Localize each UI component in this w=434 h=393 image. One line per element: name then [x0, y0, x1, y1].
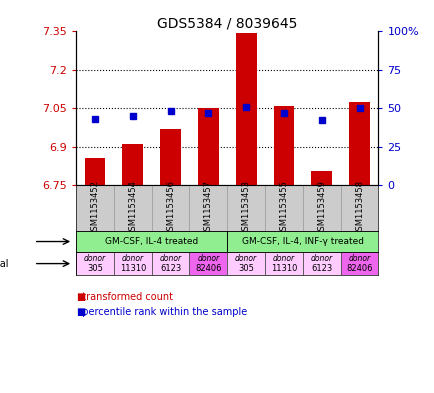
Text: GM-CSF, IL-4, INF-γ treated: GM-CSF, IL-4, INF-γ treated — [241, 237, 363, 246]
Bar — [311, 171, 332, 185]
Text: GSM1153459: GSM1153459 — [316, 180, 326, 236]
Text: protocol: protocol — [0, 237, 1, 246]
Text: 6123: 6123 — [310, 264, 332, 273]
Text: individual: individual — [0, 259, 9, 268]
Text: 82406: 82406 — [345, 264, 372, 273]
Bar — [235, 33, 256, 185]
Title: GDS5384 / 8039645: GDS5384 / 8039645 — [157, 16, 297, 30]
Text: GSM1153457: GSM1153457 — [204, 180, 212, 236]
Text: donor: donor — [272, 255, 294, 263]
Text: GM-CSF, IL-4 treated: GM-CSF, IL-4 treated — [105, 237, 198, 246]
Text: donor: donor — [197, 255, 219, 263]
Text: 305: 305 — [87, 264, 103, 273]
Bar — [114, 252, 151, 275]
Text: GSM1153453: GSM1153453 — [241, 180, 250, 236]
Text: donor: donor — [235, 255, 256, 263]
Text: GSM1153454: GSM1153454 — [128, 180, 137, 236]
Bar — [151, 252, 189, 275]
Bar — [264, 252, 302, 275]
Text: donor: donor — [84, 255, 106, 263]
Text: donor: donor — [159, 255, 181, 263]
Text: transformed count: transformed count — [76, 292, 173, 302]
Bar — [76, 231, 227, 252]
Text: 305: 305 — [238, 264, 253, 273]
Bar — [227, 231, 378, 252]
Text: 11310: 11310 — [119, 264, 146, 273]
Bar — [189, 252, 227, 275]
Text: donor: donor — [348, 255, 370, 263]
Text: donor: donor — [122, 255, 144, 263]
Bar — [76, 252, 114, 275]
Text: ■: ■ — [76, 292, 85, 302]
Bar — [160, 129, 181, 185]
Text: 82406: 82406 — [195, 264, 221, 273]
Bar — [227, 252, 264, 275]
Bar — [85, 158, 105, 185]
Bar — [197, 108, 218, 185]
Bar — [349, 102, 369, 185]
Bar — [273, 106, 294, 185]
Text: GSM1153456: GSM1153456 — [166, 180, 175, 236]
Text: percentile rank within the sample: percentile rank within the sample — [76, 307, 247, 318]
Bar — [340, 252, 378, 275]
Text: 6123: 6123 — [160, 264, 181, 273]
Text: ■: ■ — [76, 307, 85, 318]
Text: 11310: 11310 — [270, 264, 296, 273]
Text: donor: donor — [310, 255, 332, 263]
Bar — [122, 144, 143, 185]
Bar — [302, 252, 340, 275]
Text: GSM1153455: GSM1153455 — [279, 180, 288, 236]
Text: GSM1153458: GSM1153458 — [354, 180, 363, 236]
Text: GSM1153452: GSM1153452 — [90, 180, 99, 236]
